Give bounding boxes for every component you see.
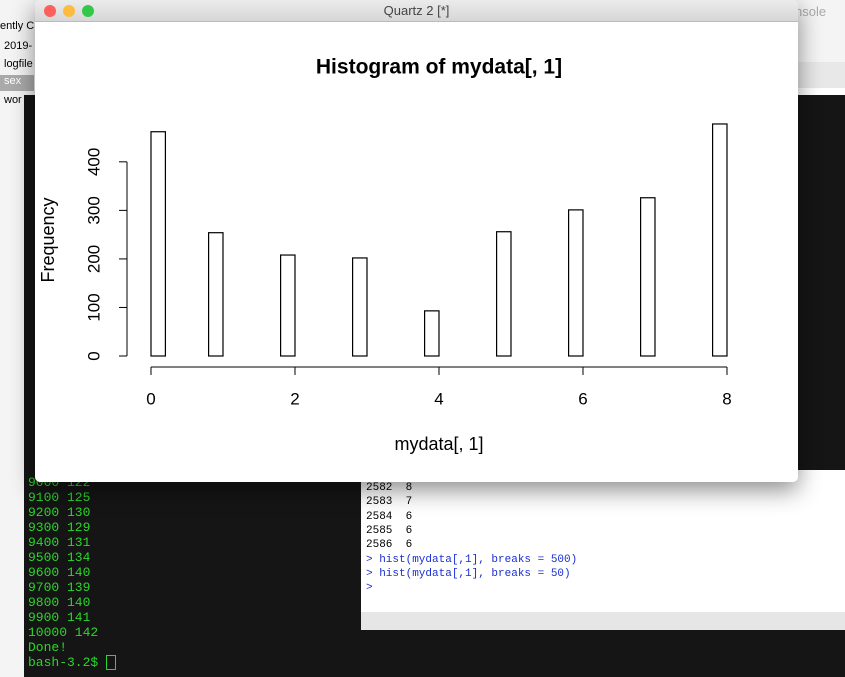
label: 2019- (4, 40, 33, 52)
console-line: > hist(mydata[,1], breaks = 500) (366, 553, 578, 566)
bar (208, 232, 224, 357)
console-line: 2582 8 (366, 482, 413, 494)
bar (352, 257, 368, 357)
chart: Histogram of mydata[, 1] mydata[, 1] Fre… (38, 56, 732, 454)
terminal-line: 9500 134 (28, 550, 91, 565)
console-line: > hist(mydata[,1], breaks = 50) (366, 567, 571, 580)
x-tick-label: 6 (578, 389, 587, 408)
y-tick-label: 0 (84, 351, 103, 360)
x-tick-label: 4 (434, 389, 443, 408)
minimize-button[interactable] (63, 5, 75, 17)
x-tick-label: 8 (722, 389, 731, 408)
y-tick-label: 300 (84, 196, 103, 224)
close-button[interactable] (44, 5, 56, 17)
bar (280, 254, 296, 357)
title-bar: Quartz 2 [*] (35, 0, 798, 22)
label: sex (0, 75, 34, 91)
terminal-line: 9400 131 (28, 535, 91, 550)
y-axis-label: Frequency (38, 197, 58, 282)
console-line: 2586 6 (366, 539, 413, 552)
cursor (106, 655, 117, 671)
bar (150, 131, 166, 357)
x-tick-label: 2 (290, 389, 299, 408)
terminal-line: 9800 140 (28, 595, 91, 610)
chart-title: Histogram of mydata[, 1] (316, 56, 562, 79)
terminal-line: Done! (28, 640, 68, 655)
console-line: 2583 7 (366, 496, 413, 509)
terminal-line: 9300 129 (28, 520, 91, 535)
r-console: 2582 8 2583 7 2584 6 2585 6 2586 6 > hist(myd… (361, 470, 845, 630)
x-tick-label: 0 (146, 389, 155, 408)
terminal-line: bash-3.2$ (28, 655, 117, 671)
label: wor (4, 94, 22, 106)
x-axis-label: mydata[, 1] (394, 434, 483, 454)
terminal-line: 9600 140 (28, 565, 91, 580)
y-tick-label: 400 (84, 148, 103, 176)
window-title: Quartz 2 [*] (383, 3, 450, 18)
y-tick-label: 100 (84, 293, 103, 321)
bar (496, 231, 512, 357)
toolbar (798, 62, 845, 89)
terminal-line: 9200 130 (28, 505, 91, 520)
bar (711, 123, 728, 357)
console-line: > (366, 582, 373, 595)
zoom-button[interactable] (82, 5, 94, 17)
terminal-line: 9100 125 (28, 490, 91, 505)
bar (424, 310, 440, 357)
label: ently C (0, 20, 35, 32)
bar (639, 197, 656, 357)
terminal-line: 9700 139 (28, 580, 91, 595)
terminal-line: 9900 141 (28, 610, 91, 625)
terminal-line: 10000 142 (28, 625, 99, 640)
console-line: 2585 6 (366, 524, 413, 537)
y-tick-label: 200 (84, 245, 103, 273)
label: logfile (4, 58, 33, 70)
label: nsole (795, 4, 827, 19)
bar (567, 209, 584, 357)
console-line: 2584 6 (366, 510, 413, 523)
